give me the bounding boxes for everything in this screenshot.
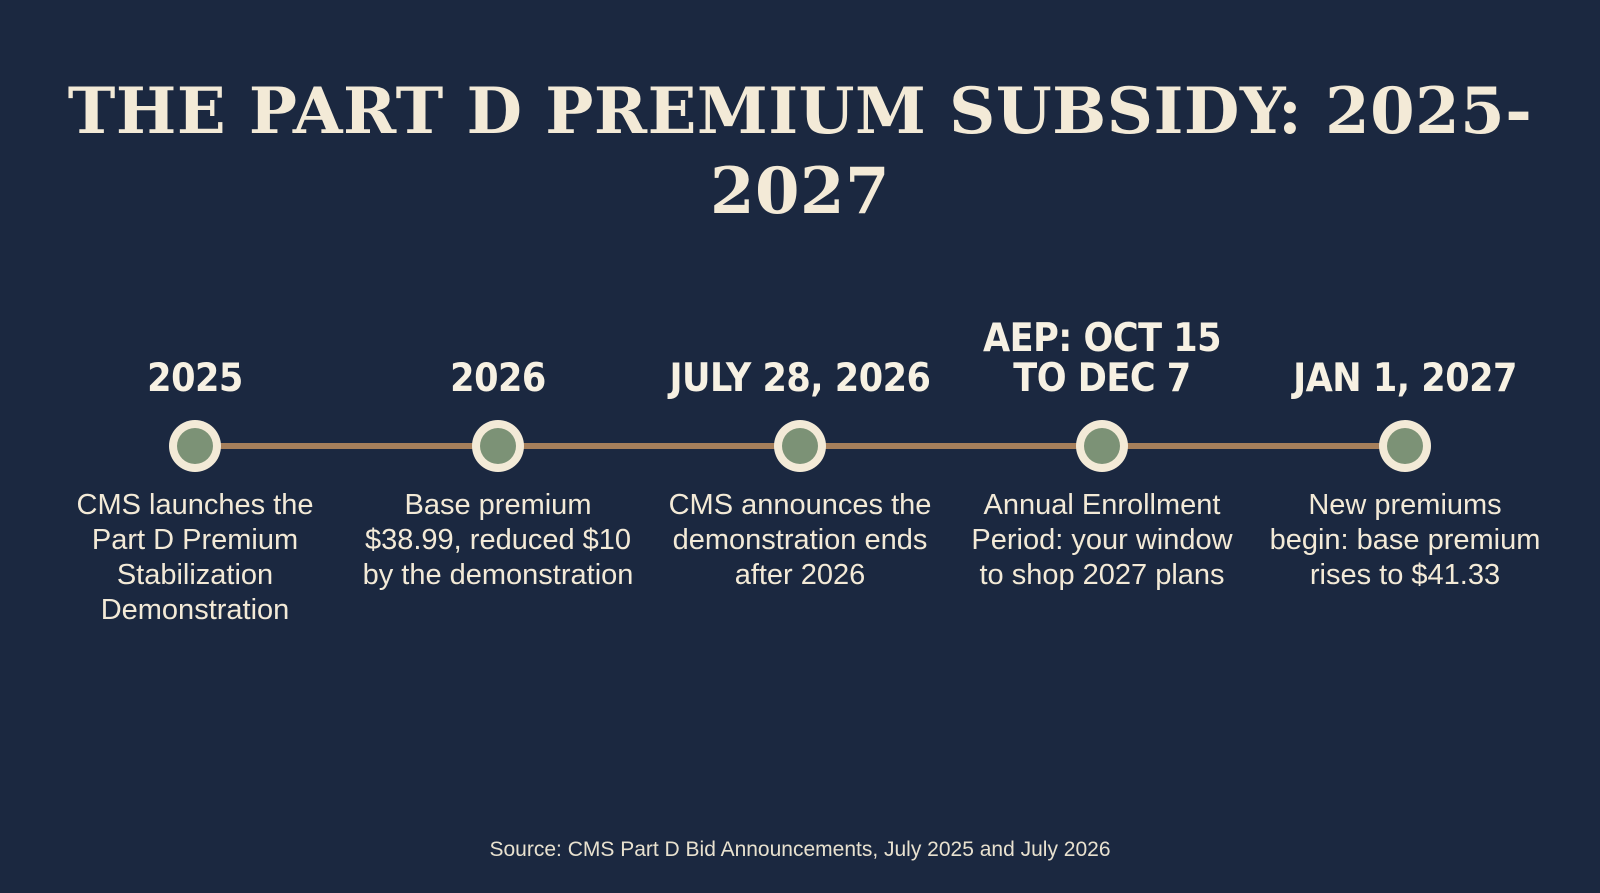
milestone-marker — [472, 420, 524, 472]
milestone-marker — [774, 420, 826, 472]
timeline-milestone: 2026 Base premium $38.99, reduced $10 by… — [358, 0, 638, 893]
milestone-marker — [1076, 420, 1128, 472]
timeline-milestone: JULY 28, 2026 CMS announces the demonstr… — [660, 0, 940, 893]
timeline-milestone: 2025 CMS launches the Part D Premium Sta… — [55, 0, 335, 893]
milestone-description: Annual Enrollment Period: your window to… — [971, 489, 1233, 591]
milestone-description: CMS announces the demonstration ends aft… — [668, 489, 932, 591]
milestone-description: Base premium $38.99, reduced $10 by the … — [362, 489, 634, 591]
milestone-description: CMS launches the Part D Premium Stabiliz… — [76, 489, 314, 626]
milestone-date: AEP: OCT 15 TO DEC 7 — [982, 316, 1222, 401]
milestone-description: New premiums begin: base premium rises t… — [1269, 489, 1541, 591]
timeline-milestone: JAN 1, 2027 New premiums begin: base pre… — [1265, 0, 1545, 893]
milestone-date: JAN 1, 2027 — [1293, 356, 1517, 401]
milestone-marker — [1379, 420, 1431, 472]
milestone-date: 2025 — [147, 356, 243, 401]
page-title: THE PART D PREMIUM SUBSIDY: 2025-2027 — [67, 74, 1533, 229]
milestone-marker — [169, 420, 221, 472]
milestone-date: 2026 — [450, 356, 546, 401]
milestone-date: JULY 28, 2026 — [669, 356, 931, 401]
source-note: Source: CMS Part D Bid Announcements, Ju… — [489, 838, 1111, 861]
timeline-milestone: AEP: OCT 15 TO DEC 7 Annual Enrollment P… — [962, 0, 1242, 893]
